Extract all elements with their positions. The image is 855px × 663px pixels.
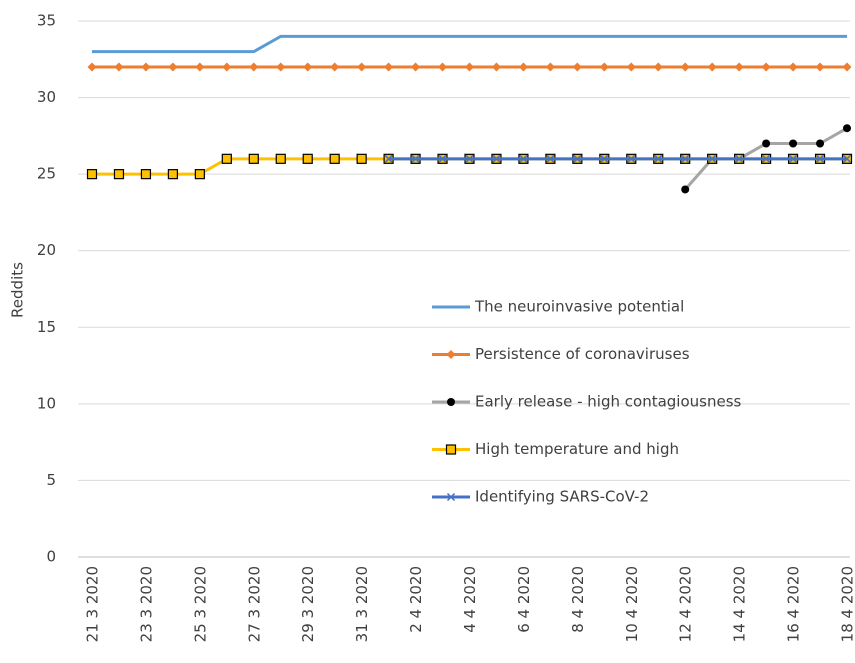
y-tick-label: 25 [37, 165, 56, 183]
marker [168, 170, 177, 179]
marker [88, 62, 97, 71]
marker [411, 62, 420, 71]
x-tick-label: 27 3 2020 [245, 566, 263, 642]
x-tick-label: 23 3 2020 [137, 566, 155, 642]
marker [303, 62, 312, 71]
x-tick-label: 25 3 2020 [191, 566, 209, 642]
marker [573, 62, 582, 71]
marker [276, 62, 285, 71]
marker [357, 62, 366, 71]
marker [438, 62, 447, 71]
legend-marker [447, 350, 456, 359]
marker [141, 62, 150, 71]
legend-label: The neuroinvasive potential [474, 298, 684, 316]
marker [735, 62, 744, 71]
y-tick-label: 0 [46, 548, 56, 566]
marker [600, 62, 609, 71]
legend-marker [447, 398, 455, 406]
marker [195, 62, 204, 71]
marker [141, 170, 150, 179]
legend-label: High temperature and high [475, 440, 679, 458]
y-tick-label: 30 [37, 88, 56, 106]
x-tick-label: 10 4 2020 [623, 566, 641, 642]
marker [492, 62, 501, 71]
x-tick-label: 14 4 2020 [731, 566, 749, 642]
marker [708, 62, 717, 71]
marker [168, 62, 177, 71]
x-tick-label: 16 4 2020 [785, 566, 803, 642]
marker [249, 154, 258, 163]
marker [789, 140, 797, 148]
marker [303, 154, 312, 163]
marker [843, 124, 851, 132]
marker [465, 62, 474, 71]
legend-marker [447, 445, 456, 454]
marker [88, 170, 97, 179]
y-tick-label: 20 [37, 241, 56, 259]
x-tick-label: 8 4 2020 [569, 566, 587, 633]
marker [843, 62, 852, 71]
marker [330, 154, 339, 163]
legend-label: Early release - high contagiousness [475, 393, 742, 411]
marker [357, 154, 366, 163]
marker [627, 62, 636, 71]
series-line [92, 36, 847, 51]
legend-label: Identifying SARS-CoV-2 [475, 488, 649, 506]
marker [330, 62, 339, 71]
marker [276, 154, 285, 163]
y-axis-label: Reddits [9, 262, 27, 318]
y-tick-label: 10 [37, 394, 56, 412]
marker [114, 170, 123, 179]
y-tick-label: 35 [37, 12, 56, 30]
marker [222, 154, 231, 163]
x-tick-label: 6 4 2020 [515, 566, 533, 633]
legend-label: Persistence of coronaviruses [475, 345, 690, 363]
x-tick-label: 18 4 2020 [839, 566, 855, 642]
marker [816, 140, 824, 148]
marker [546, 62, 555, 71]
x-tick-label: 21 3 2020 [84, 566, 102, 642]
y-tick-label: 5 [46, 471, 56, 489]
marker [762, 62, 771, 71]
marker [654, 62, 663, 71]
marker [195, 170, 204, 179]
marker [762, 140, 770, 148]
x-tick-label: 4 4 2020 [461, 566, 479, 633]
y-tick-label: 15 [37, 318, 56, 336]
marker [249, 62, 258, 71]
marker [114, 62, 123, 71]
marker [789, 62, 798, 71]
marker [816, 62, 825, 71]
marker [384, 62, 393, 71]
x-tick-label: 29 3 2020 [299, 566, 317, 642]
x-tick-label: 2 4 2020 [407, 566, 425, 633]
marker [681, 62, 690, 71]
x-tick-label: 31 3 2020 [353, 566, 371, 642]
marker [519, 62, 528, 71]
marker [222, 62, 231, 71]
x-tick-label: 12 4 2020 [677, 566, 695, 642]
marker [681, 185, 689, 193]
